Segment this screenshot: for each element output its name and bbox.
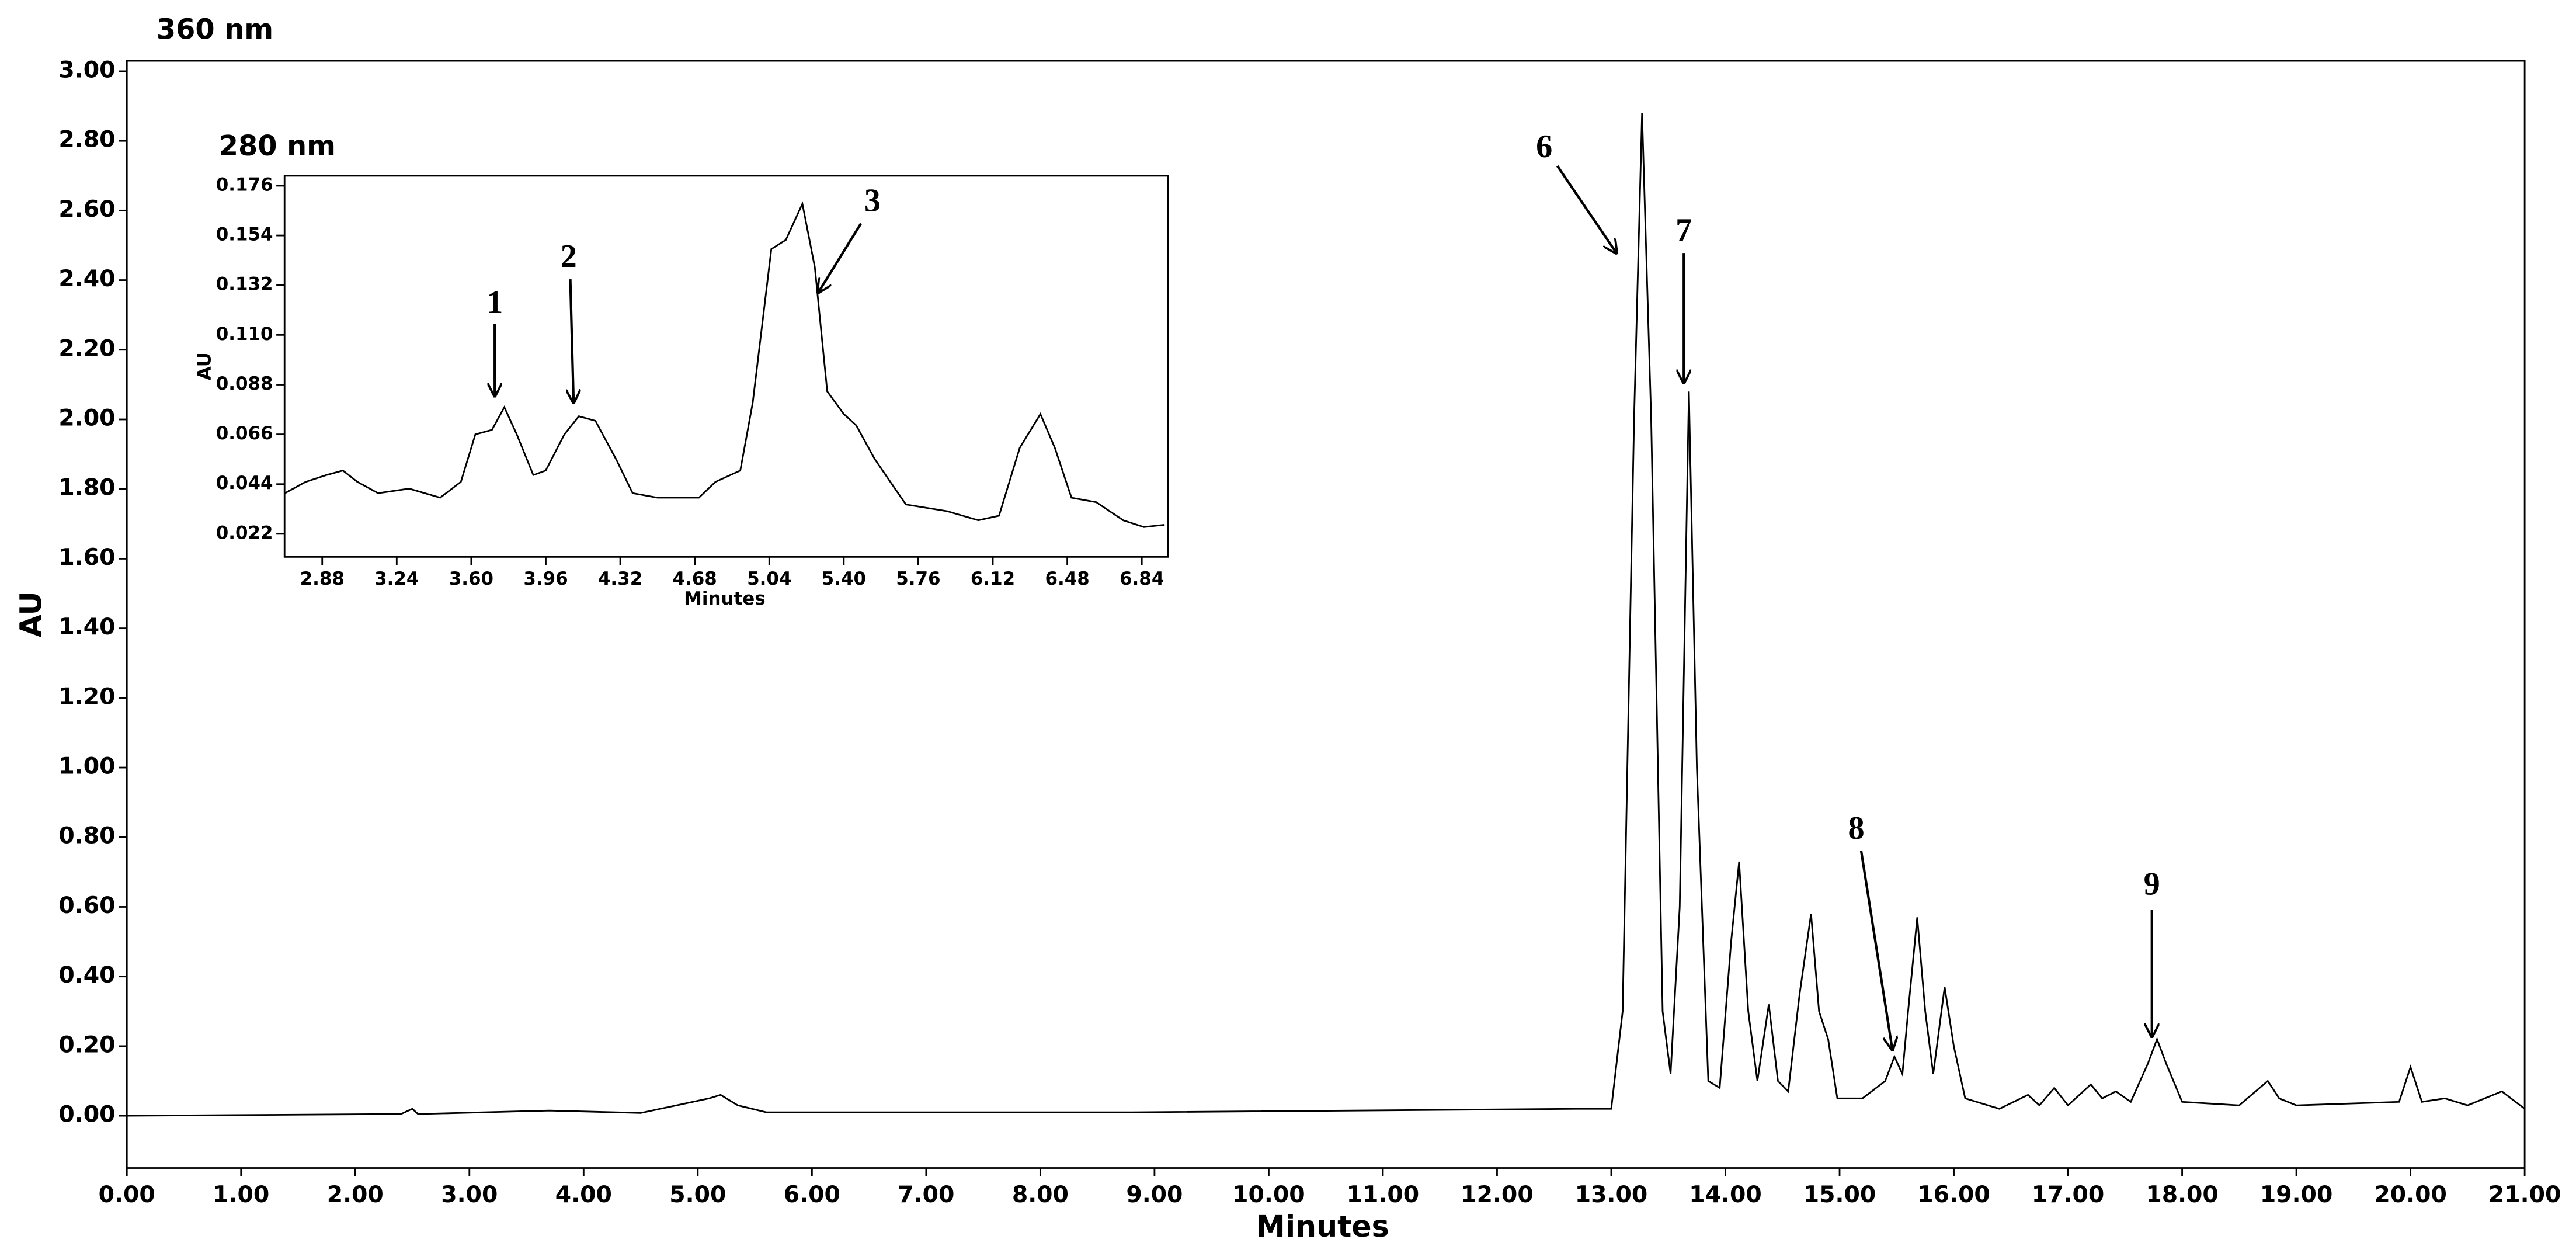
peak-arrow (818, 223, 863, 292)
x-tick-label: 3.60 (449, 568, 493, 589)
x-tick-label: 20.00 (2374, 1181, 2447, 1208)
x-tick-label: 6.84 (1120, 568, 1164, 589)
y-axis-label: AU (194, 352, 215, 380)
x-tick-label: 5.76 (896, 568, 940, 589)
peak-label: 8 (1848, 810, 1864, 846)
y-tick-label: 3.00 (58, 56, 115, 83)
peak-label: 7 (1675, 212, 1692, 248)
x-tick-label: 11.00 (1347, 1181, 1420, 1208)
y-tick-label: 0.088 (216, 373, 273, 394)
y-tick-label: 1.00 (58, 753, 115, 780)
y-tick-label: 0.60 (58, 892, 115, 919)
y-tick-label: 1.60 (58, 544, 115, 571)
x-tick-label: 6.00 (784, 1181, 840, 1208)
peak-label: 1 (486, 284, 503, 321)
x-tick-label: 16.00 (1917, 1181, 1990, 1208)
y-axis-label: AU (13, 591, 48, 637)
x-tick-label: 15.00 (1803, 1181, 1876, 1208)
x-tick-label: 6.12 (971, 568, 1015, 589)
y-tick-label: 0.40 (58, 962, 115, 988)
x-tick-label: 1.00 (213, 1181, 269, 1208)
x-axis-label: Minutes (684, 588, 766, 609)
x-tick-label: 7.00 (898, 1181, 954, 1208)
x-tick-label: 5.00 (669, 1181, 726, 1208)
x-tick-label: 13.00 (1575, 1181, 1647, 1208)
chromatogram-line (284, 201, 1165, 528)
y-tick-label: 0.00 (58, 1101, 115, 1128)
x-tick-label: 3.96 (523, 568, 568, 589)
x-tick-label: 12.00 (1461, 1181, 1534, 1208)
y-tick-label: 0.132 (216, 274, 273, 295)
x-tick-label: 6.48 (1045, 568, 1089, 589)
peak-label: 6 (1536, 129, 1552, 165)
x-tick-label: 2.88 (300, 568, 345, 589)
x-axis-label: Minutes (1256, 1209, 1389, 1244)
peak-arrow (571, 279, 574, 402)
x-tick-label: 5.04 (747, 568, 791, 589)
x-tick-label: 3.00 (441, 1181, 498, 1208)
peak-arrow (1556, 165, 1616, 253)
y-tick-label: 0.176 (216, 174, 273, 195)
x-tick-label: 14.00 (1689, 1181, 1762, 1208)
x-tick-label: 9.00 (1126, 1181, 1183, 1208)
y-tick-label: 2.00 (58, 404, 115, 431)
x-tick-label: 0.00 (99, 1181, 155, 1208)
x-tick-label: 5.40 (822, 568, 866, 589)
x-tick-label: 3.24 (374, 568, 419, 589)
y-tick-label: 0.154 (216, 224, 273, 245)
y-tick-label: 2.60 (58, 196, 115, 223)
x-tick-label: 19.00 (2260, 1181, 2333, 1208)
x-tick-label: 4.32 (598, 568, 642, 589)
y-tick-label: 0.80 (58, 822, 115, 849)
peak-arrow (1859, 851, 1892, 1050)
peak-label: 3 (864, 183, 881, 219)
y-tick-label: 0.066 (216, 423, 273, 444)
y-tick-label: 2.80 (58, 126, 115, 153)
y-tick-label: 1.80 (58, 474, 115, 501)
y-tick-label: 1.40 (58, 613, 115, 640)
y-tick-label: 1.20 (58, 683, 115, 710)
y-tick-label: 0.022 (216, 522, 273, 543)
x-tick-label: 18.00 (2146, 1181, 2219, 1208)
chart-title: 360 nm (157, 13, 273, 46)
x-tick-label: 17.00 (2032, 1181, 2105, 1208)
x-tick-label: 4.68 (673, 568, 717, 589)
chart-title: 280 nm (219, 130, 336, 162)
y-tick-label: 0.110 (216, 324, 273, 345)
y-tick-label: 2.40 (58, 265, 115, 292)
x-tick-label: 4.00 (555, 1181, 612, 1208)
chromatogram-line (127, 113, 2525, 1117)
y-tick-label: 0.044 (216, 473, 273, 494)
peak-label: 9 (2144, 866, 2160, 903)
y-tick-label: 0.20 (58, 1031, 115, 1058)
plot-frame (283, 175, 1169, 558)
x-tick-label: 2.00 (327, 1181, 384, 1208)
peak-label: 2 (561, 238, 577, 275)
x-tick-label: 21.00 (2488, 1181, 2561, 1208)
x-tick-label: 8.00 (1012, 1181, 1069, 1208)
y-tick-label: 2.20 (58, 335, 115, 362)
x-tick-label: 10.00 (1232, 1181, 1305, 1208)
